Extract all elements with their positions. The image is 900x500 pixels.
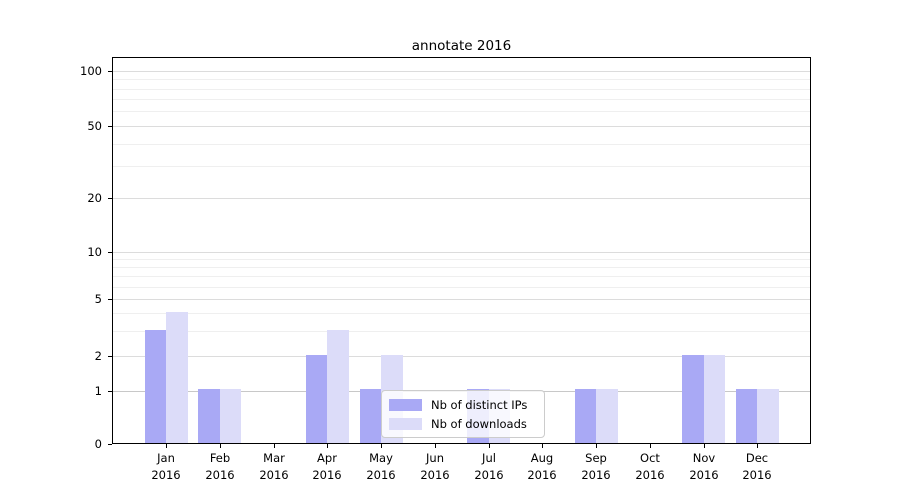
legend-swatch-distinct-ips: [389, 398, 422, 411]
y-tick-label: 100: [80, 64, 102, 78]
y-gridline-minor: [113, 313, 810, 315]
x-tick-mark: [435, 444, 436, 448]
bar-downloads: [166, 311, 188, 443]
y-gridline-minor: [113, 143, 810, 145]
bar-distinct-ips: [359, 389, 382, 443]
y-tick-label: 1: [94, 384, 102, 398]
y-gridline-minor: [113, 88, 810, 90]
y-tick-label: 5: [94, 292, 102, 306]
bar-downloads: [219, 389, 242, 443]
x-tick-label: Apr 2016: [312, 451, 342, 482]
y-tick-mark: [108, 126, 112, 127]
y-tick-label: 2: [94, 349, 102, 363]
y-gridline-minor: [113, 330, 810, 332]
x-tick-mark: [596, 444, 597, 448]
y-gridline-minor: [113, 258, 810, 260]
y-gridline-minor: [113, 286, 810, 288]
legend-label-downloads: Nb of downloads: [431, 416, 527, 431]
bar-downloads: [327, 329, 349, 443]
bar-distinct-ips: [144, 329, 166, 443]
y-tick-mark: [108, 252, 112, 253]
y-gridline-minor: [113, 79, 810, 81]
bar-downloads: [596, 389, 618, 443]
y-tick-mark: [108, 391, 112, 392]
plot-area: [112, 57, 811, 444]
y-tick-mark: [108, 299, 112, 300]
x-tick-label: Oct 2016: [635, 451, 665, 482]
legend-label-distinct-ips: Nb of distinct IPs: [431, 397, 528, 412]
chart-title: annotate 2016: [411, 38, 512, 54]
legend: Nb of distinct IPs Nb of downloads: [381, 390, 545, 438]
bar-distinct-ips: [682, 354, 704, 443]
x-tick-mark: [489, 444, 490, 448]
y-tick-mark: [108, 198, 112, 199]
x-tick-mark: [381, 444, 382, 448]
y-gridline-minor: [113, 99, 810, 101]
y-tick-mark: [108, 71, 112, 72]
x-tick-mark: [704, 444, 705, 448]
x-tick-label: May 2016: [366, 451, 396, 482]
y-tick-mark: [108, 356, 112, 357]
y-tick-mark: [108, 444, 112, 445]
y-gridline-minor: [113, 111, 810, 113]
y-tick-label: 0: [94, 437, 102, 451]
x-tick-mark: [220, 444, 221, 448]
x-tick-mark: [757, 444, 758, 448]
x-tick-label: Nov 2016: [689, 451, 719, 482]
bar-distinct-ips: [198, 389, 220, 443]
x-tick-label: Feb 2016: [205, 451, 235, 482]
y-gridline-major: [113, 299, 810, 301]
y-gridline-major: [113, 356, 810, 357]
y-gridline-minor: [113, 267, 810, 269]
bar-distinct-ips: [305, 354, 328, 443]
x-tick-mark: [274, 444, 275, 448]
legend-item-distinct-ips: Nb of distinct IPs: [389, 398, 537, 412]
bar-distinct-ips: [574, 389, 597, 443]
y-gridline-major: [113, 126, 810, 127]
x-tick-label: Aug 2016: [527, 451, 557, 482]
x-tick-label: Jul 2016: [474, 451, 504, 482]
bar-downloads: [757, 389, 779, 443]
x-tick-label: Jun 2016: [420, 451, 450, 482]
bar-downloads: [703, 354, 726, 443]
y-gridline-major: [113, 251, 810, 253]
x-tick-label: Sep 2016: [581, 451, 611, 482]
legend-item-downloads: Nb of downloads: [389, 417, 537, 431]
x-tick-mark: [166, 444, 167, 448]
y-tick-label: 10: [87, 245, 102, 259]
y-tick-label: 50: [87, 119, 102, 133]
y-gridline-major: [113, 198, 810, 200]
x-tick-label: Dec 2016: [742, 451, 772, 482]
bar-distinct-ips: [735, 389, 758, 443]
y-tick-label: 20: [87, 191, 102, 205]
x-tick-mark: [650, 444, 651, 448]
x-tick-mark: [542, 444, 543, 448]
y-gridline-minor: [113, 166, 810, 168]
x-tick-label: Mar 2016: [259, 451, 289, 482]
x-tick-label: Jan 2016: [151, 451, 181, 482]
x-tick-mark: [327, 444, 328, 448]
legend-swatch-downloads: [389, 417, 422, 430]
y-gridline-major: [113, 70, 810, 72]
y-gridline-minor: [113, 276, 810, 278]
